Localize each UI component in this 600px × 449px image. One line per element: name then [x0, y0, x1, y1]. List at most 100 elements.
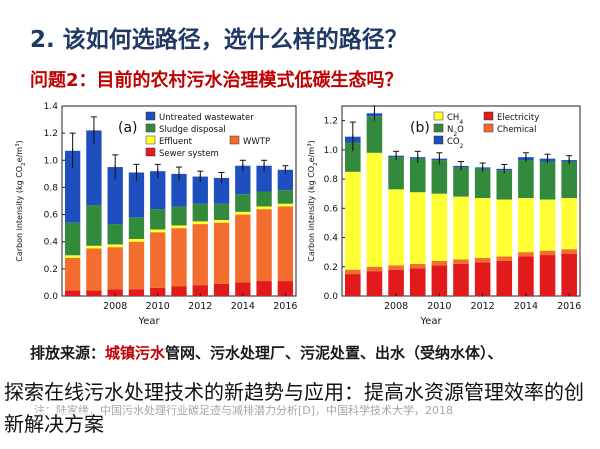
bar-segment [474, 262, 491, 296]
bar-segment [518, 198, 534, 253]
bar-segment [107, 244, 123, 248]
x-tick-label: 2016 [557, 301, 581, 312]
bar-segment [171, 206, 187, 226]
y-tick-label: 0.6 [44, 211, 59, 221]
legend-label: N2O [447, 125, 464, 138]
bar-segment [388, 269, 404, 296]
bar-segment [128, 289, 145, 296]
bar-segment [86, 245, 102, 249]
legend-label: CH4 [447, 113, 463, 126]
y-tick-label: 0.2 [44, 265, 58, 275]
bar-segment [235, 194, 251, 212]
legend-swatch [145, 135, 156, 145]
bar-segment [277, 190, 294, 204]
bar-segment [561, 249, 577, 254]
bar-segment [539, 199, 556, 251]
legend-swatch [229, 135, 240, 145]
source-label: 排放来源： [30, 344, 106, 362]
bar-segment [256, 281, 272, 296]
bar-segment [150, 287, 166, 296]
bar-segment [561, 198, 577, 250]
y-tick-label: 0.4 [324, 234, 339, 244]
slide-title: 2. 该如何选路径，选什么样的路径？ [30, 27, 408, 53]
bar-segment [150, 229, 166, 233]
y-axis-label: Carbon intensity (kg CO2e/m3) [307, 140, 319, 262]
x-tick-label: 2010 [427, 301, 451, 312]
legend: Untreated wastewater Sludge disposal Efflu… [145, 111, 270, 159]
y-tick-label: 0.0 [44, 292, 59, 302]
bar-segment [409, 158, 426, 193]
x-tick-label: 2008 [103, 301, 127, 312]
y-axis-label: Carbon intensity (kg CO2e/m3) [15, 140, 27, 262]
bar-segment [128, 241, 145, 290]
y-tick-label: 0.0 [324, 292, 339, 302]
overlay-text: 探索在线污水处理技术的新趋势与应用：提高水资源管理效率的创新解决方案 [4, 380, 584, 436]
legend-label: Sludge disposal [159, 125, 226, 135]
legend-swatch [433, 123, 444, 133]
bar-segment [409, 268, 426, 296]
bar-segment [539, 161, 556, 200]
bar-segment [453, 259, 469, 264]
x-tick-label: 2012 [188, 301, 212, 312]
bar-segment [366, 116, 383, 153]
x-tick-label: 2014 [231, 301, 255, 312]
bar-segment [561, 253, 577, 296]
bar-segment [277, 169, 294, 191]
charts-figure: 0.0 0.2 0.4 0.6 0.8 1.0 1.2 1.4 2008 2010 2012 2014… [0, 96, 600, 336]
x-tick-label: 2008 [384, 301, 408, 312]
bar-segment [192, 176, 208, 204]
legend-swatch [145, 111, 156, 121]
bar-segment [86, 205, 102, 246]
bar-segment [107, 167, 123, 225]
legend-label: WWTP [243, 137, 270, 147]
legend-swatch [433, 111, 444, 121]
bar-segment [496, 260, 513, 296]
bar-segment [64, 258, 81, 291]
bar-segment [388, 189, 404, 266]
y-tick-label: 0.2 [324, 263, 338, 273]
x-axis-label: Year [137, 316, 160, 327]
panel-label: (b) [410, 120, 430, 136]
bar-segment [128, 239, 145, 242]
bar-segment [345, 171, 361, 270]
chart-panel-a: 0.0 0.2 0.4 0.6 0.8 1.0 1.2 1.4 2008 2010 2012 2014… [15, 102, 297, 327]
x-tick-label: 2014 [514, 301, 538, 312]
bar-segment [128, 172, 145, 218]
bar-segment [192, 221, 208, 225]
bar-segment [171, 225, 187, 229]
bar-segment [431, 193, 448, 261]
bar-segment [64, 222, 81, 256]
bar-segment [128, 217, 145, 239]
bar-segment [235, 165, 251, 195]
legend-label: CO2 [447, 137, 464, 150]
bar-segment [518, 252, 534, 257]
bar-segment [171, 286, 187, 296]
slide-question: 问题2：目前的农村污水治理模式低碳生态吗？ [30, 70, 403, 91]
y-tick-label: 0.8 [324, 175, 339, 185]
bar-segment [345, 274, 361, 296]
x-axis-label: Year [419, 316, 442, 327]
bar-segment [171, 173, 187, 207]
bar-segment [213, 177, 230, 204]
bar-segment [107, 224, 123, 245]
panel-label: (a) [118, 120, 138, 136]
bar-segment [431, 265, 448, 296]
bar-segment [277, 281, 294, 296]
bar-segment [431, 260, 448, 266]
bar-segment [64, 290, 81, 296]
bar-segment [256, 191, 272, 207]
bar-segment [431, 160, 448, 194]
bar-segment [171, 228, 187, 287]
bar-segment [366, 266, 383, 272]
bar-segment [453, 196, 469, 260]
bar-segment [235, 211, 251, 215]
bar-segment [345, 269, 361, 275]
bar-segment [453, 263, 469, 296]
bar-segment [192, 285, 208, 296]
bar-segment [474, 168, 491, 199]
y-tick-label: 1.0 [324, 146, 339, 156]
bar-segment [496, 170, 513, 200]
bar-segment [192, 224, 208, 286]
bar-segment [107, 289, 123, 296]
